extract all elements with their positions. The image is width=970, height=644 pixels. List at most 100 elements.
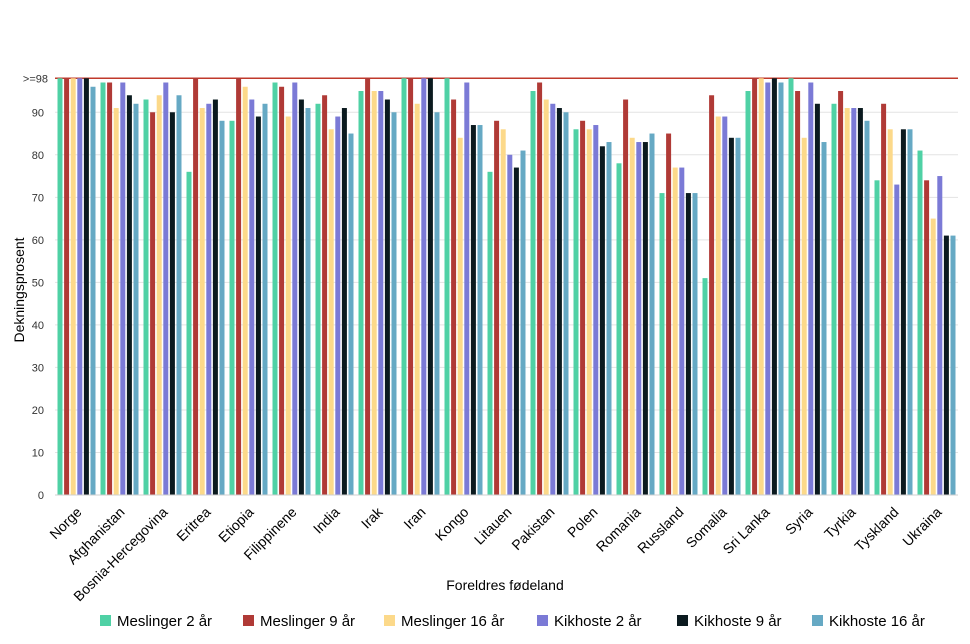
bar xyxy=(328,129,334,495)
bar xyxy=(801,137,807,495)
category-label: Polen xyxy=(564,504,601,541)
bar xyxy=(143,99,149,496)
bar xyxy=(556,108,562,495)
bar xyxy=(272,82,278,495)
bar xyxy=(771,78,777,495)
bar xyxy=(778,82,784,495)
bar xyxy=(808,82,814,495)
bar xyxy=(212,99,218,496)
legend-swatch xyxy=(677,615,688,626)
axes: 0 10 20 30 40 50 60 70 80 90 xyxy=(32,107,958,502)
bar xyxy=(457,137,463,495)
bar xyxy=(163,82,169,495)
bar xyxy=(685,193,691,495)
legend-swatch xyxy=(812,615,823,626)
bar xyxy=(917,150,923,495)
bar xyxy=(322,95,328,495)
bar xyxy=(242,86,248,496)
legend-swatch xyxy=(243,615,254,626)
bar xyxy=(464,82,470,495)
bar xyxy=(894,184,900,495)
bar xyxy=(285,116,291,495)
bar xyxy=(765,82,771,495)
bar xyxy=(606,142,612,495)
bar xyxy=(844,108,850,495)
y-tick-label: 80 xyxy=(32,150,44,162)
bar xyxy=(477,125,483,495)
category-label: Russland xyxy=(634,504,687,557)
bar xyxy=(305,108,311,495)
bar xyxy=(728,137,734,495)
bar xyxy=(298,99,304,496)
bar xyxy=(887,129,893,495)
bar xyxy=(255,116,261,495)
bar xyxy=(156,95,162,495)
bar xyxy=(788,78,794,495)
category-label: India xyxy=(310,504,343,537)
bar xyxy=(64,78,70,495)
bar xyxy=(874,180,880,496)
bar xyxy=(857,108,863,495)
bar xyxy=(599,146,605,496)
bar xyxy=(586,129,592,495)
bar xyxy=(831,103,837,496)
y-tick-label: 60 xyxy=(32,235,44,247)
reference-line-group: >=98 xyxy=(23,73,958,85)
reference-line-label: >=98 xyxy=(23,73,48,85)
bar xyxy=(408,78,414,495)
bar xyxy=(487,171,493,495)
bar xyxy=(758,78,764,495)
bar xyxy=(702,278,708,495)
bar xyxy=(193,78,199,495)
bar xyxy=(378,91,384,495)
bar xyxy=(126,95,132,495)
bar xyxy=(414,103,420,496)
bar xyxy=(679,167,685,496)
bar xyxy=(444,78,450,495)
bar xyxy=(520,150,526,495)
bar xyxy=(937,176,943,495)
category-label: Norge xyxy=(46,504,84,542)
bar xyxy=(133,103,139,496)
legend-label: Kikhoste 16 år xyxy=(829,613,925,630)
bar xyxy=(229,120,235,496)
bar xyxy=(401,78,407,495)
gridlines xyxy=(55,111,958,496)
legend-swatch xyxy=(384,615,395,626)
bar xyxy=(434,112,440,495)
bar xyxy=(507,154,513,495)
bar xyxy=(616,163,622,495)
bar xyxy=(365,78,371,495)
bar xyxy=(623,99,629,496)
y-tick-label: 0 xyxy=(38,490,44,502)
bar xyxy=(219,120,225,496)
bar xyxy=(550,103,556,496)
bar xyxy=(900,129,906,495)
bar xyxy=(120,82,126,495)
bar xyxy=(421,78,427,495)
legend-label: Meslinger 16 år xyxy=(401,613,504,630)
category-label: Etiopia xyxy=(215,504,257,546)
bar xyxy=(90,86,96,496)
bar xyxy=(722,116,728,495)
bar xyxy=(821,142,827,495)
bar xyxy=(70,78,76,495)
bar xyxy=(341,108,347,495)
bar xyxy=(593,125,599,495)
x-axis-title: Foreldres fødeland xyxy=(446,577,564,593)
bar xyxy=(206,103,212,496)
bar xyxy=(795,91,801,495)
bar xyxy=(692,193,698,495)
bar xyxy=(513,167,519,496)
category-label: Syria xyxy=(782,504,816,538)
category-label: Pakistan xyxy=(508,504,557,553)
bar xyxy=(100,82,106,495)
category-label: Eritrea xyxy=(173,504,214,545)
bar xyxy=(537,82,543,495)
category-label: Tyskland xyxy=(851,504,901,554)
y-tick-label: 40 xyxy=(32,320,44,332)
bar xyxy=(752,78,758,495)
bar xyxy=(391,112,397,495)
